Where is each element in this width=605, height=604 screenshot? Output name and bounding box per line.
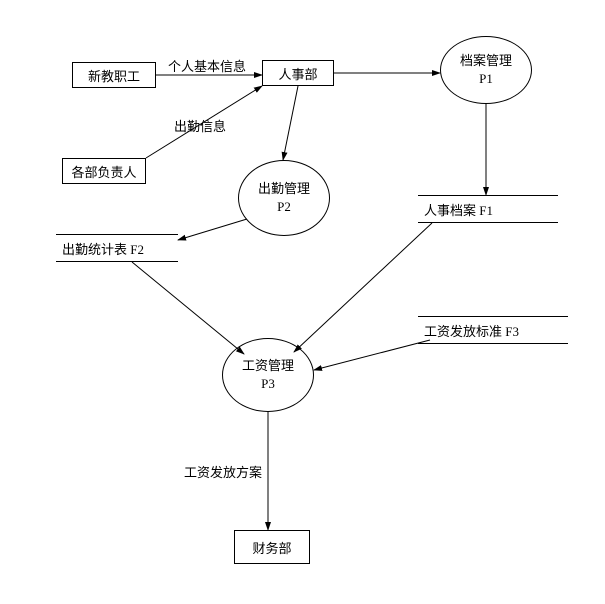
sub-attend-p2: P2 [277, 198, 291, 216]
node-file-f2: 出勤统计表 F2 [56, 234, 178, 262]
label-file-f3: 工资发放标准 F3 [424, 321, 519, 340]
label-hr-dept: 人事部 [278, 64, 317, 83]
node-file-f1: 人事档案 F1 [418, 195, 558, 223]
edge-label-personal-info: 个人基本信息 [168, 56, 246, 75]
node-finance: 财务部 [234, 530, 310, 564]
node-new-staff: 新教职工 [72, 62, 156, 88]
node-archive-p1: 档案管理 P1 [440, 36, 532, 104]
sub-salary-p3: P3 [261, 375, 275, 393]
node-file-f3: 工资发放标准 F3 [418, 316, 568, 344]
node-salary-p3: 工资管理 P3 [222, 338, 314, 412]
label-attend-p2: 出勤管理 [258, 180, 310, 198]
label-file-f2: 出勤统计表 F2 [62, 239, 144, 258]
sub-archive-p1: P1 [479, 70, 493, 88]
node-attend-p2: 出勤管理 P2 [238, 160, 330, 236]
label-file-f1: 人事档案 F1 [424, 200, 493, 219]
label-finance: 财务部 [252, 538, 291, 557]
label-salary-p3: 工资管理 [242, 357, 294, 375]
edge-label-attend-info: 出勤信息 [174, 116, 226, 135]
edge-label-salary-plan: 工资发放方案 [184, 462, 262, 481]
node-dept-heads: 各部负责人 [62, 158, 146, 184]
node-hr-dept: 人事部 [262, 60, 334, 86]
label-archive-p1: 档案管理 [460, 52, 512, 70]
label-dept-heads: 各部负责人 [71, 162, 136, 181]
label-new-staff: 新教职工 [88, 66, 140, 85]
